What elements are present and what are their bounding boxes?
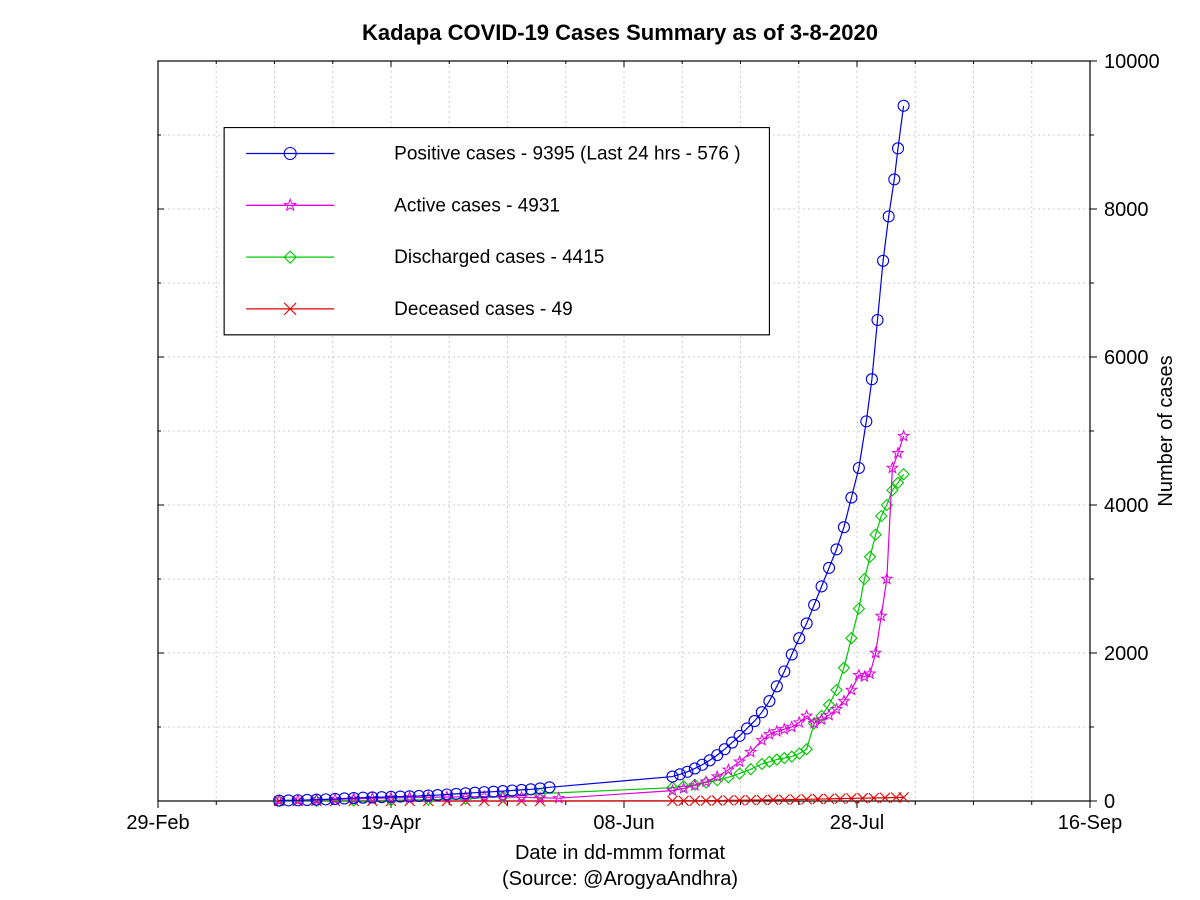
- series-discharged: [274, 469, 909, 807]
- series-deceased: [274, 792, 908, 806]
- x-tick-label: 08-Jun: [593, 812, 654, 834]
- legend: Positive cases - 9395 (Last 24 hrs - 576…: [224, 128, 769, 335]
- x-axis-sublabel: (Source: @ArogyaAndhra): [502, 868, 738, 890]
- chart-svg: Kadapa COVID-19 Cases Summary as of 3-8-…: [0, 0, 1200, 900]
- y-tick-label: 0: [1104, 791, 1115, 813]
- y-tick-label: 10000: [1104, 51, 1160, 73]
- y-tick-label: 6000: [1104, 347, 1149, 369]
- y-tick-label: 2000: [1104, 643, 1149, 665]
- legend-item-label: Deceased cases - 49: [394, 299, 573, 320]
- y-axis-label: Number of cases: [1155, 355, 1177, 506]
- x-tick-label: 16-Sep: [1058, 812, 1123, 834]
- legend-item-label: Active cases - 4931: [394, 195, 560, 216]
- x-tick-label: 19-Apr: [361, 812, 421, 834]
- y-tick-label: 8000: [1104, 199, 1149, 221]
- x-tick-label: 29-Feb: [126, 812, 189, 834]
- y-tick-label: 4000: [1104, 495, 1149, 517]
- chart-container: Kadapa COVID-19 Cases Summary as of 3-8-…: [0, 0, 1200, 900]
- legend-item-label: Positive cases - 9395 (Last 24 hrs - 576…: [394, 144, 740, 165]
- x-tick-label: 28-Jul: [830, 812, 884, 834]
- legend-item-label: Discharged cases - 4415: [394, 247, 604, 268]
- chart-title: Kadapa COVID-19 Cases Summary as of 3-8-…: [362, 20, 878, 45]
- series-active: [274, 431, 909, 805]
- x-axis-label: Date in dd-mmm format: [515, 842, 725, 864]
